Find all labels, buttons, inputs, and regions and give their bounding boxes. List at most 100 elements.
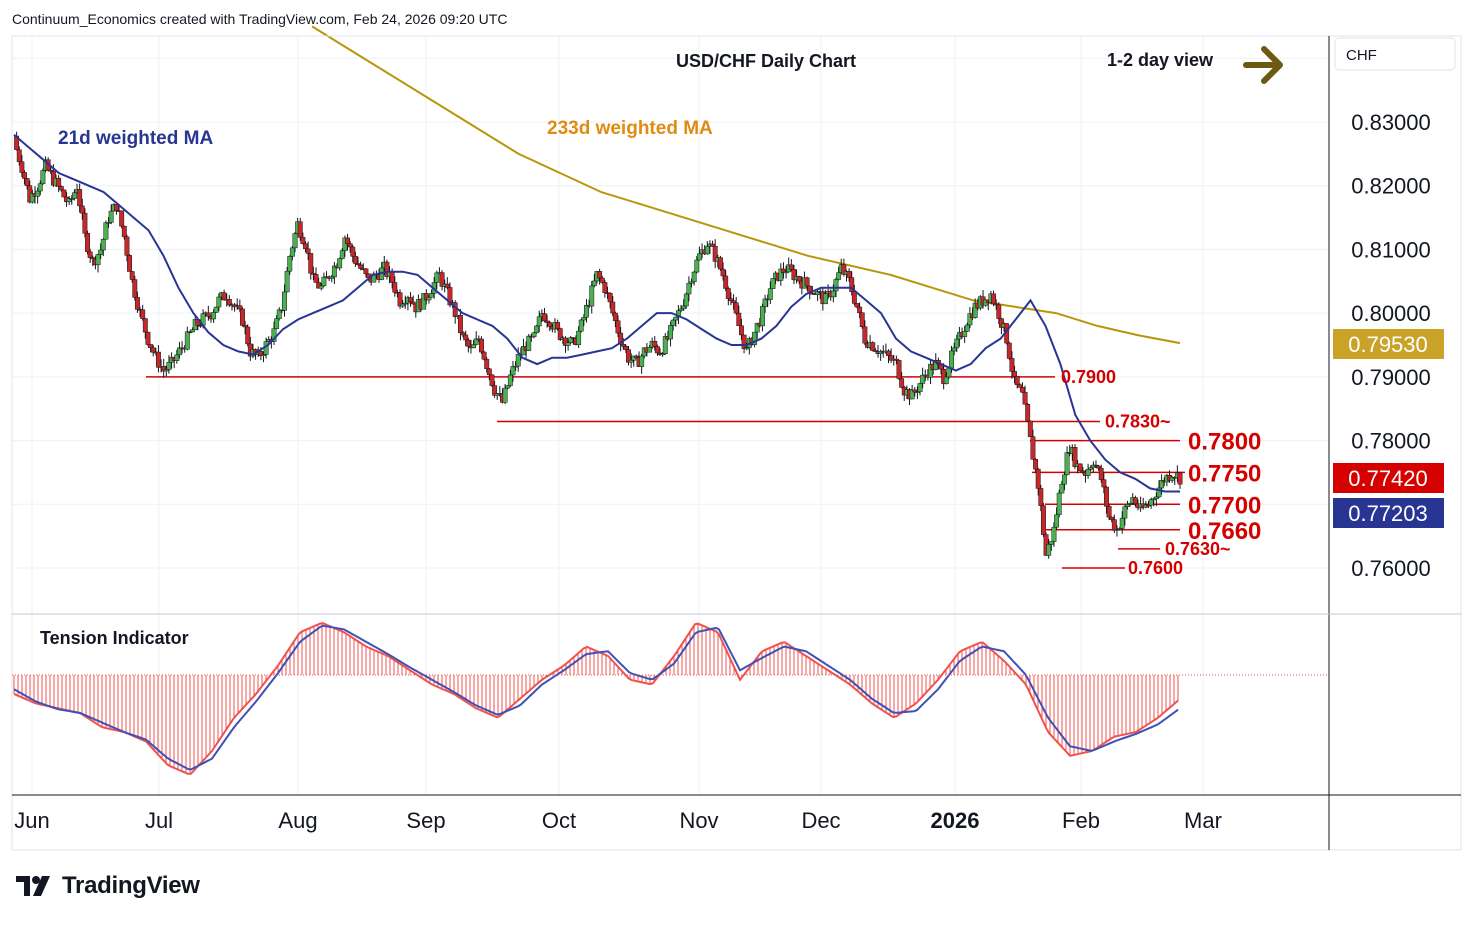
candle-body [675,310,681,318]
candle-body [1177,472,1183,485]
candle-body [951,347,957,352]
candle-body [190,329,196,333]
candle-body [602,282,608,293]
candle-body [1017,384,1023,388]
candle-body [216,296,222,308]
candle-body [704,246,710,255]
candle-body [1040,505,1046,535]
candle-body [22,172,27,179]
candle-body [584,304,589,318]
candle-body [738,325,744,336]
candle-body [166,361,172,370]
candle-body [681,305,687,310]
candle-body [274,318,280,329]
chart-frame [11,35,1462,851]
candle-body [457,315,463,333]
candle-body [100,238,106,251]
tradingview-logo[interactable]: TradingView [16,872,200,900]
candle-body [426,296,432,301]
level-label: 0.7900 [1061,367,1116,387]
candle-body [502,387,508,403]
candle-body [1009,358,1015,372]
level-label: 0.7660 [1188,518,1261,545]
candle-body [389,271,395,283]
candle-body [526,335,532,351]
candle-body [121,225,127,238]
candle-body [946,367,952,378]
candle-body [870,342,876,351]
candle-body [728,298,734,301]
candle-body [352,256,358,264]
candle-body [465,339,471,347]
candle-body [896,360,902,379]
candle-body [303,243,308,250]
candle-body [444,283,450,288]
candle-body [284,270,290,293]
x-tick-label: Sep [406,808,445,833]
x-tick-label: Mar [1184,808,1222,833]
candle-body [507,374,513,386]
candle-body [140,309,146,319]
y-tick-label: 0.76000 [1351,556,1431,581]
outer-frame [11,35,1462,851]
candle-body [82,212,88,234]
candle-body [337,258,343,269]
candle-body [481,351,487,360]
candle-body [108,210,114,223]
candle-body [289,247,295,257]
candle-body [668,325,673,340]
candle-body [717,257,723,270]
candle-body [150,347,156,353]
candle-body [607,292,613,303]
candle-body [691,271,697,283]
candle-body [205,312,211,317]
candle-body [98,249,104,255]
candle-body [670,319,676,326]
candle-body [492,385,498,396]
candle-body [1101,479,1107,488]
support-lines [146,376,1185,569]
candle-body [1022,391,1028,405]
candle-body [24,178,30,186]
candle-body [132,279,138,298]
level-label: 0.7750 [1188,460,1261,487]
candle-body [531,332,537,337]
candle-body [245,326,251,345]
x-tick-label: 2026 [931,808,980,833]
x-tick-label: Nov [679,808,718,833]
candle-body [652,341,658,347]
osc-blue-line [13,624,1179,771]
candle-body [1056,492,1062,516]
candle-body [899,378,905,388]
candle-body [1019,387,1025,393]
candle-body [434,272,440,283]
price-badge [1333,329,1444,359]
candle-body [615,320,621,334]
y-tick-label: 0.78000 [1351,429,1431,454]
candle-body [318,285,324,289]
level-label: 0.7700 [1188,492,1261,519]
candle-body [1153,496,1159,500]
candle-body [134,297,140,310]
ma21-label: 21d weighted MA [58,128,213,149]
candle-body [849,277,855,292]
candle-body [857,306,863,314]
candle-body [77,189,83,207]
price-badge-label: 0.77420 [1348,466,1428,491]
tradingview-mark-icon [16,876,50,896]
candle-body [534,325,540,334]
candle-body [471,344,477,349]
candle-body [854,303,860,308]
candle-body [943,376,949,384]
candle-body [623,346,629,350]
candle-body [119,210,125,227]
candle-body [536,316,542,327]
candle-body [712,245,718,262]
candle-body [662,336,668,355]
candle-body [211,312,217,320]
candle-body [954,338,960,349]
candle-body [363,268,369,275]
candle-body [720,268,726,277]
candle-body [1111,519,1117,531]
